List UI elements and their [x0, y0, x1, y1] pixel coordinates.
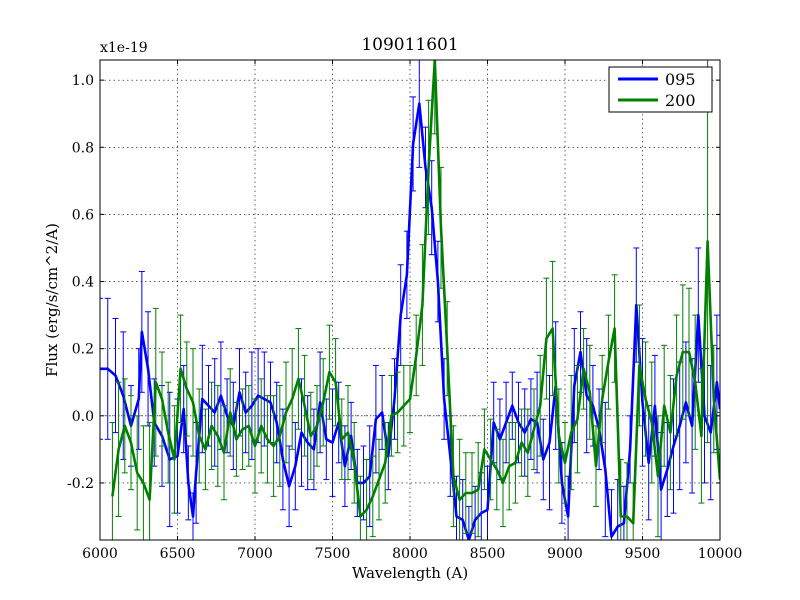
x-tick-label: 6500: [160, 546, 196, 562]
y-tick-label: 0.6: [72, 207, 94, 223]
x-tick-label: 8500: [470, 546, 506, 562]
x-tick-label: 8000: [392, 546, 428, 562]
x-tick-label: 7000: [237, 546, 273, 562]
x-tick-label: 9000: [547, 546, 583, 562]
legend: 095 200: [608, 66, 713, 113]
y-tick-label: -0.2: [67, 476, 94, 492]
y-tick-label: 0.4: [72, 275, 94, 291]
y-tick-label: 1.0: [72, 73, 94, 89]
x-tick-label: 6000: [82, 546, 118, 562]
y-tick-label: 0.0: [72, 409, 94, 425]
chart-title: 109011601: [361, 35, 458, 55]
series-095: [100, 60, 720, 540]
y-offset-label: x1e-19: [100, 40, 148, 56]
x-tick-label: 9500: [625, 546, 661, 562]
legend-label-200: 200: [665, 91, 696, 110]
x-tick-label: 10000: [698, 546, 743, 562]
series-line-200: [111, 60, 720, 525]
series-line-095: [100, 102, 720, 540]
legend-box: [608, 66, 713, 113]
series-layer: [100, 60, 720, 540]
y-axis-ticks: -0.2 0.0 0.2 0.4 0.6 0.8 1.0: [67, 73, 720, 492]
y-axis-title: Flux (erg/s/cm^2/A): [43, 223, 61, 377]
grid: [100, 60, 720, 540]
y-tick-label: 0.8: [72, 140, 94, 156]
x-axis-title: Wavelength (A): [352, 564, 468, 582]
legend-label-095: 095: [665, 70, 696, 89]
x-axis-ticks: 6000 6500 7000 7500 8000 8500 9000 9500 10000: [82, 60, 742, 562]
y-tick-label: 0.2: [72, 342, 94, 358]
x-tick-label: 7500: [315, 546, 351, 562]
